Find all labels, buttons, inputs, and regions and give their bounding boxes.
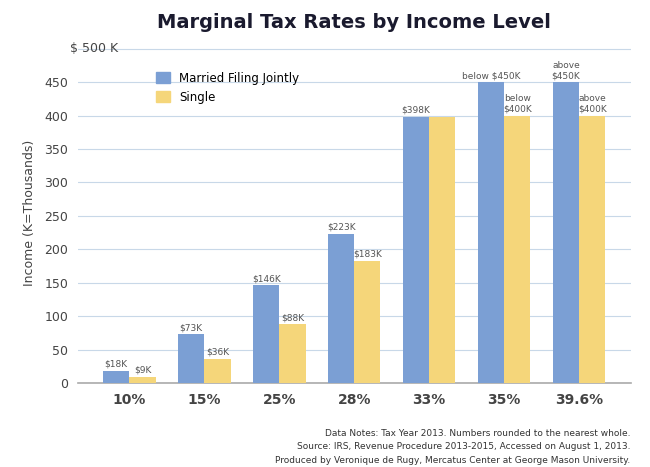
Title: Marginal Tax Rates by Income Level: Marginal Tax Rates by Income Level [157,13,551,32]
Bar [204,359,231,383]
Y-axis label: Income (K=Thousands): Income (K=Thousands) [23,139,36,286]
Text: $398K: $398K [402,106,430,115]
Bar [403,117,429,383]
Bar [253,285,280,383]
Bar [280,324,306,383]
Bar [129,377,155,383]
Text: above
$450K: above $450K [552,61,580,80]
Bar [579,115,605,383]
Text: $88K: $88K [281,313,304,322]
Text: $183K: $183K [353,249,382,259]
Text: $146K: $146K [252,274,281,283]
Text: $18K: $18K [105,360,128,369]
Bar [354,261,380,383]
Bar [103,371,129,383]
Bar [553,82,579,383]
Text: Data Notes: Tax Year 2013. Numbers rounded to the nearest whole.
Source: IRS, Re: Data Notes: Tax Year 2013. Numbers round… [275,429,630,465]
Bar [328,234,354,383]
Text: $36K: $36K [206,348,229,357]
Text: $9K: $9K [134,366,151,375]
Bar [478,82,504,383]
Text: $ 500 K: $ 500 K [70,42,118,55]
Text: below
$400K: below $400K [503,94,532,113]
Text: below $450K: below $450K [462,71,520,80]
Bar [504,115,530,383]
Text: above
$400K: above $400K [578,94,606,113]
Legend: Married Filing Jointly, Single: Married Filing Jointly, Single [156,72,300,104]
Bar [178,334,204,383]
Bar [429,117,456,383]
Text: $223K: $223K [327,223,356,232]
Text: $73K: $73K [179,323,203,332]
